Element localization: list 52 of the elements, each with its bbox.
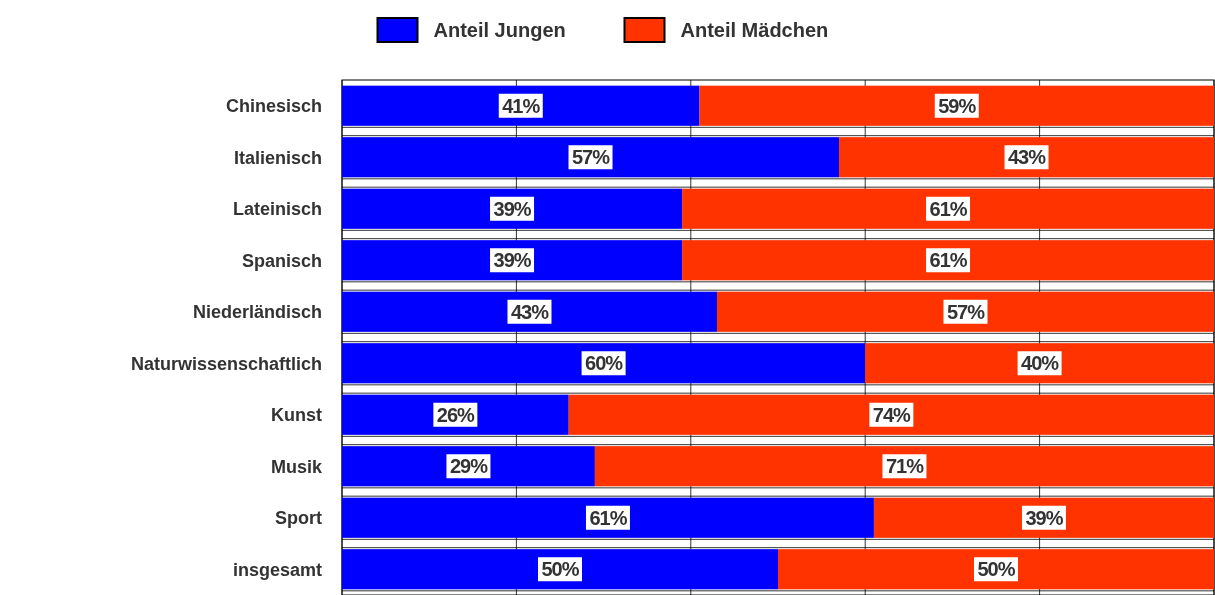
bar <box>342 188 683 229</box>
y-tick-label: Kunst <box>271 405 322 426</box>
y-tick-label: Spanisch <box>241 250 322 271</box>
bar <box>342 394 569 435</box>
bar <box>716 291 1214 332</box>
data-label: 43% <box>1008 146 1047 169</box>
y-tick-label: Lateinisch <box>232 199 322 220</box>
data-label: 26% <box>436 403 476 426</box>
bar <box>682 240 1214 281</box>
bar <box>342 497 874 538</box>
data-label: 61% <box>929 249 968 272</box>
bar <box>594 446 1214 487</box>
data-label: 59% <box>938 94 977 117</box>
y-tick-label: insgesamt <box>232 559 322 580</box>
data-label: 71% <box>885 455 925 478</box>
bar <box>342 137 840 178</box>
bar <box>839 137 1214 178</box>
data-label: 61% <box>929 197 968 220</box>
legend-label: Anteil Mädchen <box>680 19 829 41</box>
data-label: 57% <box>572 146 611 169</box>
bar <box>873 497 1214 538</box>
data-label: 39% <box>493 197 532 220</box>
data-label: 29% <box>449 455 489 478</box>
bar <box>568 394 1214 435</box>
data-label: 41% <box>502 94 541 117</box>
bar <box>342 446 595 487</box>
bar <box>342 291 717 332</box>
y-tick-label: Italienisch <box>233 147 322 168</box>
data-label: 39% <box>1025 506 1064 529</box>
data-label: 39% <box>493 249 532 272</box>
legend-label: Anteil Jungen <box>433 19 566 41</box>
data-label: 40% <box>1021 352 1060 375</box>
bar <box>342 549 778 590</box>
bar <box>778 549 1214 590</box>
y-tick-label: Naturwissenschaftlich <box>130 353 322 374</box>
data-label: 43% <box>510 300 550 323</box>
bar <box>342 240 683 281</box>
y-tick-label: Musik <box>270 456 323 477</box>
data-label: 74% <box>872 403 912 426</box>
bar <box>865 343 1214 384</box>
bar <box>682 188 1214 229</box>
data-label: 50% <box>541 558 580 581</box>
data-label: 50% <box>977 558 1016 581</box>
y-tick-label: Chinesisch <box>225 96 322 117</box>
y-tick-label: Sport <box>275 508 322 529</box>
bar <box>699 85 1214 126</box>
data-label: 60% <box>585 352 624 375</box>
y-tick-label: Niederländisch <box>192 302 322 323</box>
data-label: 61% <box>589 506 628 529</box>
data-label: 57% <box>946 300 986 323</box>
bar <box>342 343 866 384</box>
bar <box>342 85 700 126</box>
